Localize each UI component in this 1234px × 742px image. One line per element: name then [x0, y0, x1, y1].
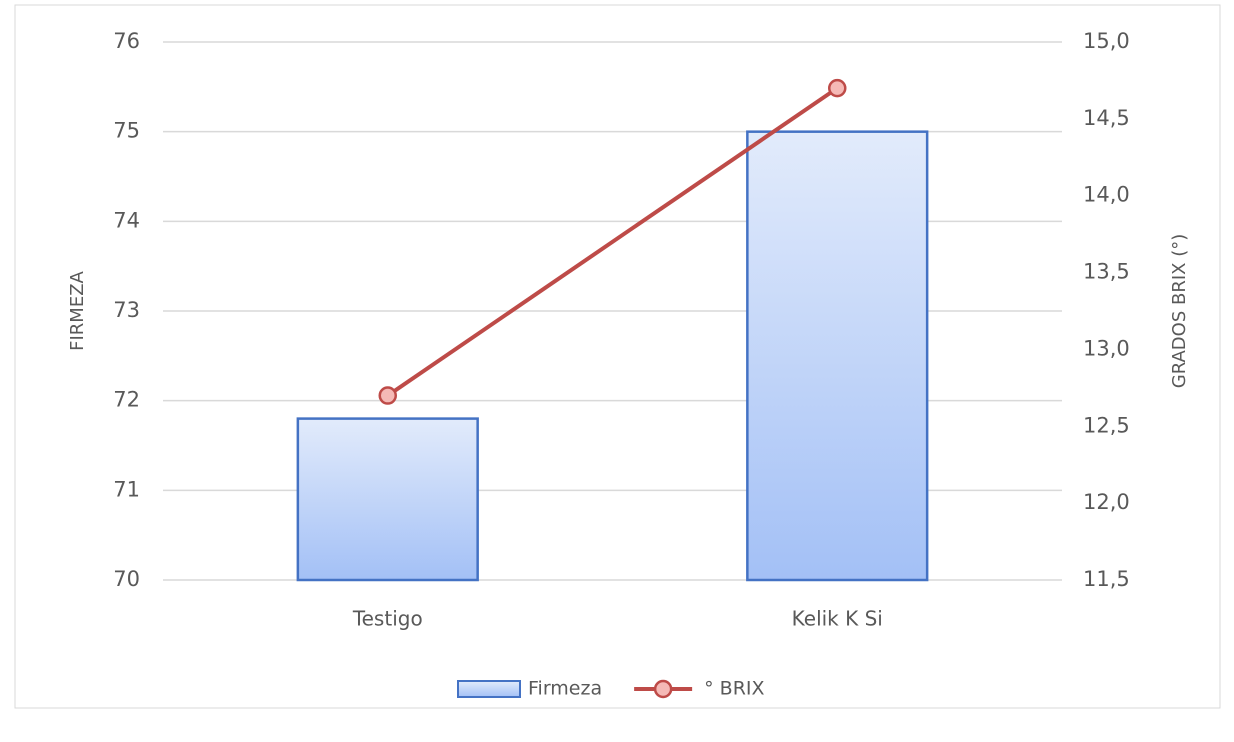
line-marker [378, 386, 397, 405]
y-tick-label: 74 [113, 208, 140, 232]
y2-tick-label: 12,0 [1083, 490, 1130, 514]
x-tick-label: Testigo [352, 607, 423, 631]
y2-tick-label: 15,0 [1083, 29, 1130, 53]
y-tick-label: 75 [113, 119, 140, 143]
y2-tick-label: 11,5 [1083, 567, 1130, 591]
legend-label: Firmeza [528, 678, 602, 700]
y-tick-label: 76 [113, 29, 140, 53]
x-tick-label: Kelik K Si [792, 607, 883, 631]
legend-marker [653, 679, 673, 699]
bar [746, 130, 929, 582]
y2-tick-label: 12,5 [1083, 413, 1130, 437]
chart-frame [14, 4, 1221, 709]
legend-swatch [457, 680, 521, 698]
y2-tick-label: 13,5 [1083, 260, 1130, 284]
y2-axis-title: GRADOS BRIX (°) [1169, 234, 1190, 388]
y-axis-title: FIRMEZA [67, 270, 88, 350]
legend-label: ° BRIX [704, 678, 764, 700]
y-tick-label: 70 [113, 567, 140, 591]
y-tick-label: 73 [113, 298, 140, 322]
y2-tick-label: 14,0 [1083, 183, 1130, 207]
y-tick-label: 71 [113, 477, 140, 501]
bar [296, 417, 479, 582]
y-tick-label: 72 [113, 388, 140, 412]
line [386, 86, 839, 398]
y2-tick-label: 13,0 [1083, 336, 1130, 360]
line-marker [828, 78, 847, 98]
y2-tick-label: 14,5 [1083, 106, 1130, 130]
